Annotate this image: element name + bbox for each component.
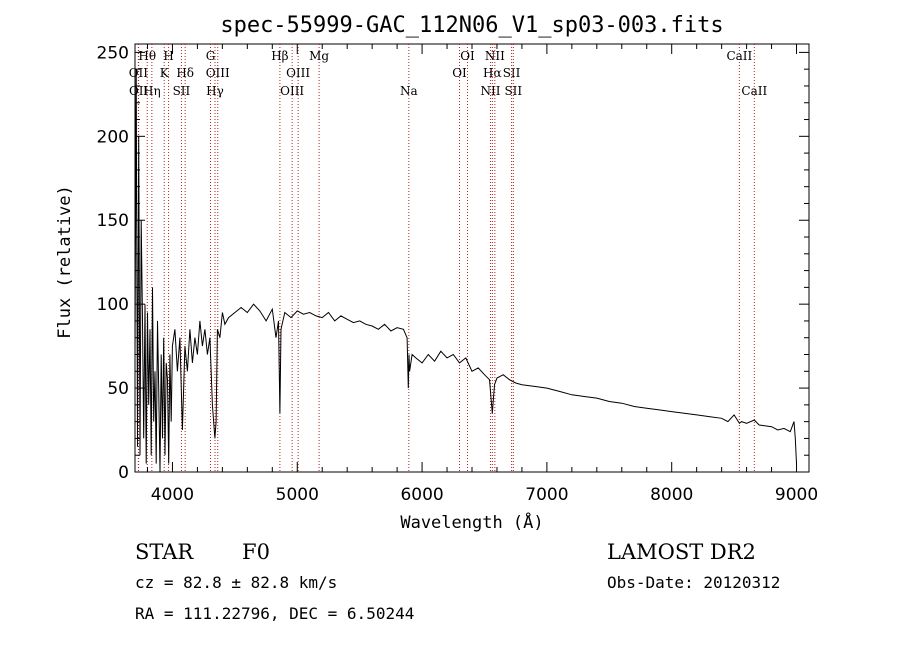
line-label: CaII — [741, 84, 767, 98]
y-tick-label: 150 — [97, 211, 129, 231]
line-label: SII — [173, 84, 191, 98]
line-label: Hβ — [271, 49, 288, 63]
spectral-line-markers: OII OII Hθ Hη KH SII Hδ G Hγ OIII Hβ OIII OIII Mg Na OI… — [129, 44, 767, 472]
line-label: NII — [480, 84, 500, 98]
x-axis-ticks: 4000 5000 6000 7000 8000 9000 — [146, 44, 818, 505]
chart-title: spec-55999-GAC_112N06_V1_sp03-003.fits — [220, 13, 723, 38]
line-label: OIII — [286, 66, 310, 80]
x-axis-label: Wavelength (Å) — [400, 511, 543, 533]
line-label: Hα — [483, 66, 502, 80]
obs-date-text: Obs-Date: 20120312 — [607, 573, 781, 592]
line-label: OIII — [280, 84, 304, 98]
line-label: OI — [460, 49, 475, 63]
object-class: STAR — [135, 540, 194, 564]
line-label: K — [160, 66, 170, 80]
line-label: G — [206, 49, 216, 63]
plot-frame — [134, 43, 810, 473]
x-tick-label: 9000 — [775, 485, 818, 505]
line-label: SII — [504, 84, 522, 98]
y-axis-label: Flux (relative) — [55, 185, 75, 339]
spectrum-line — [134, 69, 797, 473]
redshift-text: cz = 82.8 ± 82.8 km/s — [135, 573, 338, 592]
y-axis-ticks: 0 50 100 150 200 250 — [97, 43, 809, 483]
y-tick-label: 0 — [118, 463, 129, 483]
line-label: CaII — [726, 49, 752, 63]
line-label: OII — [129, 84, 149, 98]
y-tick-label: 250 — [97, 43, 129, 63]
spectrum-series — [134, 69, 797, 473]
y-tick-label: 100 — [97, 295, 129, 315]
line-label: Hδ — [176, 66, 194, 80]
line-label: OI — [452, 66, 467, 80]
line-label: Hθ — [138, 49, 156, 63]
y-tick-label: 200 — [97, 127, 129, 147]
y-tick-label: 50 — [107, 379, 129, 399]
object-subclass: F0 — [242, 540, 270, 564]
x-tick-label: 8000 — [650, 485, 693, 505]
line-label: Hγ — [206, 84, 224, 98]
x-tick-label: 4000 — [151, 485, 194, 505]
line-label: Hη — [143, 84, 161, 98]
survey-label: LAMOST DR2 — [607, 540, 756, 564]
line-label: Na — [400, 84, 418, 98]
line-label: NII — [485, 49, 505, 63]
line-label: OII — [129, 66, 149, 80]
x-tick-label: 5000 — [276, 485, 319, 505]
x-tick-label: 7000 — [525, 485, 568, 505]
coordinates-text: RA = 111.22796, DEC = 6.50244 — [135, 604, 415, 623]
line-label: Mg — [309, 49, 329, 63]
line-label: OIII — [206, 66, 230, 80]
x-tick-label: 6000 — [400, 485, 443, 505]
line-label: SII — [503, 66, 521, 80]
line-label: H — [163, 49, 173, 63]
